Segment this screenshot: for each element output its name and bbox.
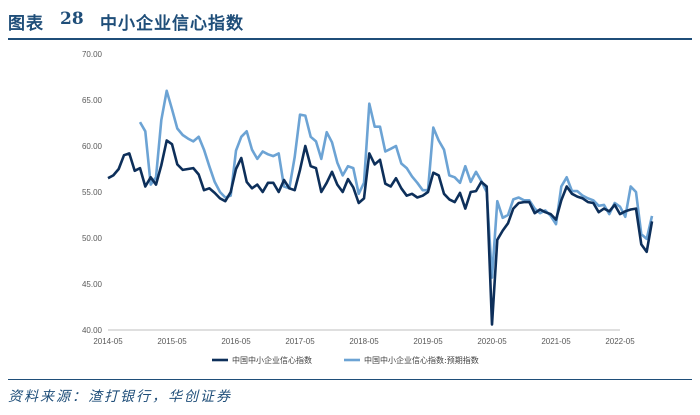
figure-label: 图表 [8, 14, 44, 34]
source-note: 资料来源：渣打银行，华创证券 [8, 389, 232, 405]
y-tick-label: 55.00 [82, 188, 103, 197]
series-line-sme-expectation [138, 89, 654, 279]
x-tick-label: 2017-05 [285, 337, 315, 346]
legend-label: 中国中小企业信心指数:预期指数 [364, 355, 479, 365]
figure-footer: 资料来源：渣打银行，华创证券 [8, 379, 692, 405]
y-tick-label: 50.00 [82, 234, 103, 243]
figure-number: 28 [60, 9, 84, 29]
figure-header: 图表 28 中小企业信心指数 [8, 4, 692, 40]
y-tick-label: 70.00 [82, 50, 103, 59]
y-tick-label: 40.00 [82, 326, 103, 335]
legend-label: 中国中小企业信心指数 [232, 355, 312, 365]
y-tick-label: 45.00 [82, 280, 103, 289]
x-tick-label: 2018-05 [349, 337, 379, 346]
y-tick-label: 65.00 [82, 96, 103, 105]
x-tick-label: 2021-05 [541, 337, 571, 346]
line-chart: 40.00 45.00 50.00 55.00 60.00 65.00 70.00 2014… [82, 50, 654, 365]
figure-title: 中小企业信心指数 [100, 14, 244, 34]
x-tick-label: 2019-05 [413, 337, 443, 346]
x-tick-label: 2015-05 [157, 337, 187, 346]
legend: 中国中小企业信心指数 中国中小企业信心指数:预期指数 [212, 355, 479, 365]
x-tick-label: 2020-05 [477, 337, 507, 346]
x-axis: 2014-05 2015-05 2016-05 2017-05 2018-05 2019-… [93, 329, 635, 346]
x-tick-label: 2016-05 [221, 337, 251, 346]
y-tick-label: 60.00 [82, 142, 103, 151]
y-axis: 40.00 45.00 50.00 55.00 60.00 65.00 70.00 [82, 50, 103, 335]
x-tick-label: 2022-05 [605, 337, 635, 346]
series-group [107, 89, 654, 326]
x-tick-label: 2014-05 [93, 337, 123, 346]
series-line-sme-confidence [107, 139, 654, 326]
